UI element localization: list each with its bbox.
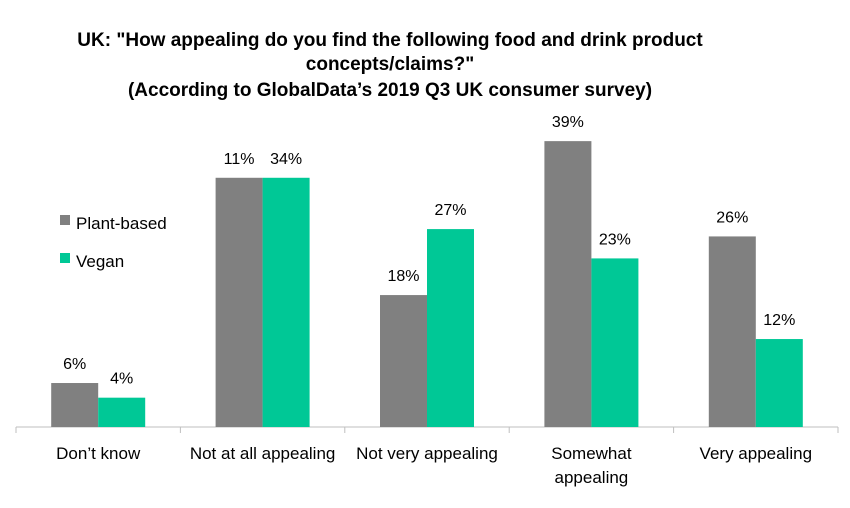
- data-label: 23%: [599, 231, 631, 248]
- legend-label: Plant-based: [76, 214, 167, 233]
- data-label: 6%: [63, 356, 86, 373]
- bar-plant-based: [380, 295, 427, 427]
- x-tick-label: Don’t know: [56, 444, 141, 463]
- chart-title-line-2: concepts/claims?": [305, 54, 475, 75]
- bar-plant-based: [215, 177, 263, 427]
- bar-plant-based: [708, 236, 756, 427]
- bar-vegan: [262, 177, 310, 427]
- legend-swatch: [60, 253, 70, 263]
- x-tick-label: Not at all appealing: [190, 444, 336, 463]
- x-tick-label: Not very appealing: [356, 444, 498, 463]
- chart-title-line-1: UK: "How appealing do you find the follo…: [77, 30, 703, 51]
- data-label: 39%: [552, 114, 584, 131]
- data-label: 26%: [716, 209, 748, 226]
- bar-vegan: [98, 397, 146, 427]
- data-label: 11%: [224, 151, 255, 168]
- data-label: 4%: [110, 371, 133, 388]
- bar-plant-based: [51, 383, 99, 427]
- legend-label: Vegan: [76, 252, 124, 271]
- bar-vegan: [427, 229, 474, 427]
- data-label: 34%: [270, 151, 302, 168]
- x-tick-label: Somewhat: [551, 444, 632, 463]
- legend-swatch: [60, 215, 70, 225]
- bar-vegan: [591, 258, 639, 427]
- data-label: 12%: [763, 312, 795, 329]
- data-label: 18%: [387, 268, 419, 285]
- data-label: 27%: [434, 202, 466, 219]
- chart-title-line-3: (According to GlobalData’s 2019 Q3 UK co…: [127, 80, 653, 101]
- bar-plant-based: [544, 141, 592, 427]
- x-tick-label: appealing: [555, 468, 629, 487]
- bar-vegan: [755, 339, 803, 427]
- x-tick-label: Very appealing: [700, 444, 812, 463]
